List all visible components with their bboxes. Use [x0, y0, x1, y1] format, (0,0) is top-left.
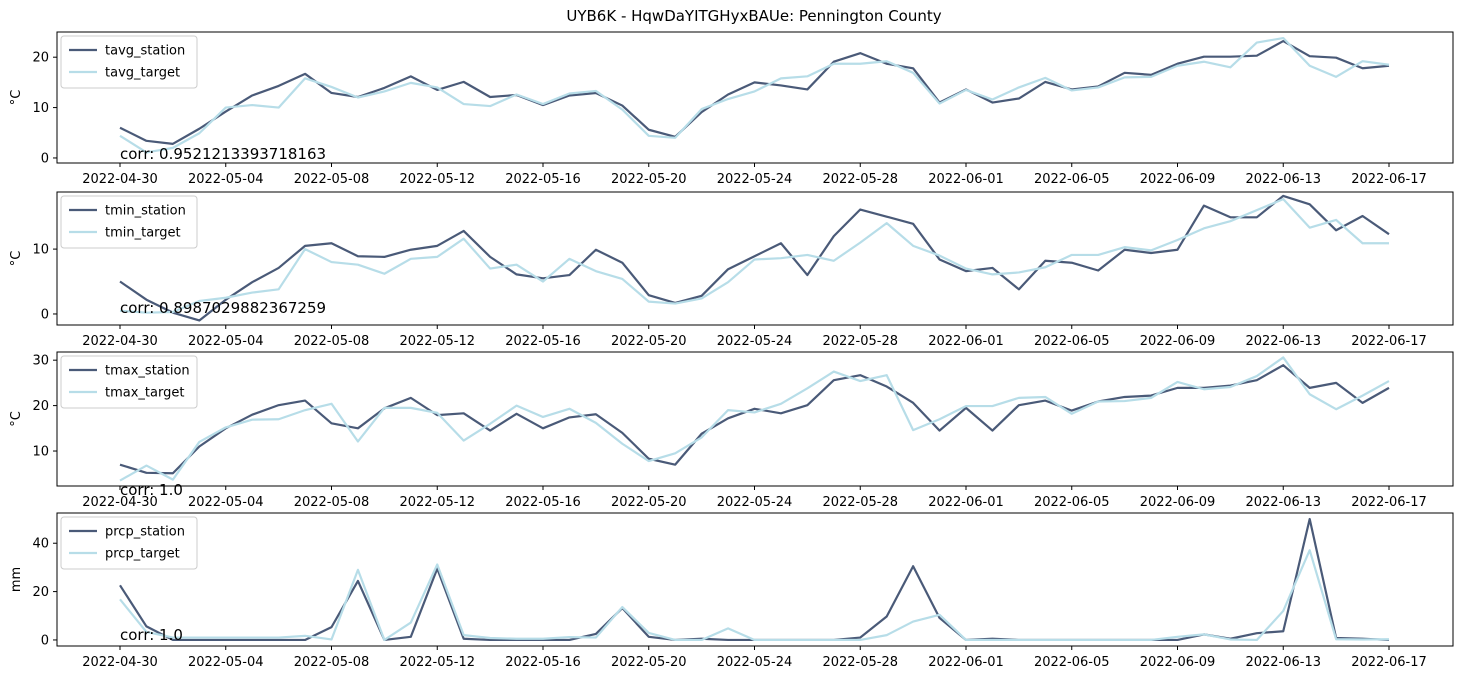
x-tick-label: 2022-05-12: [399, 172, 475, 187]
x-tick-label: 2022-05-24: [717, 172, 793, 187]
x-tick-label: 2022-05-08: [294, 334, 370, 349]
series-line-prcp_station: [119, 517, 1390, 642]
legend-label: tmin_station: [105, 204, 186, 219]
x-tick-label: 2022-05-12: [399, 334, 475, 349]
x-tick-label: 2022-06-01: [928, 334, 1004, 349]
x-tick-label: 2022-05-28: [822, 172, 898, 187]
x-tick-label: 2022-06-17: [1351, 172, 1427, 187]
x-tick-label: 2022-05-04: [188, 334, 264, 349]
corr-annotation: corr: 1.0: [120, 481, 183, 499]
x-tick-label: 2022-06-17: [1351, 495, 1427, 510]
series-line-tavg_station: [119, 39, 1390, 145]
legend-label: tmax_station: [105, 364, 190, 379]
series-line-tavg_target: [119, 36, 1390, 154]
legend-label: prcp_station: [105, 525, 185, 540]
y-tick-label: 10: [32, 101, 49, 116]
x-tick-label: 2022-05-16: [505, 655, 581, 670]
y-tick-label: 20: [32, 399, 49, 414]
series-line-tmax_target: [119, 356, 1390, 482]
y-axis-label: mm: [9, 567, 24, 592]
legend-label: tmin_target: [105, 226, 181, 241]
x-tick-label: 2022-06-09: [1140, 334, 1216, 349]
panel-2: 0 10 2022-04-30 2022-05-04 2022-05-08 2022-05…: [9, 191, 1454, 349]
y-axis-label: °C: [9, 411, 24, 427]
x-tick-label: 2022-05-24: [717, 334, 793, 349]
series-line-tmin_station: [119, 194, 1390, 322]
x-tick-label: 2022-06-05: [1034, 172, 1110, 187]
x-tick-label: 2022-05-16: [505, 334, 581, 349]
x-tick-label: 2022-05-24: [717, 495, 793, 510]
corr-annotation: corr: 0.9521213393718163: [120, 145, 326, 163]
x-tick-label: 2022-06-17: [1351, 334, 1427, 349]
x-tick-label: 2022-06-17: [1351, 655, 1427, 670]
x-tick-label: 2022-06-01: [928, 495, 1004, 510]
x-tick-label: 2022-05-08: [294, 172, 370, 187]
y-axis-label: °C: [9, 251, 24, 267]
x-tick-label: 2022-04-30: [82, 655, 158, 670]
legend-label: tavg_target: [105, 66, 180, 81]
x-tick-label: 2022-06-01: [928, 655, 1004, 670]
x-tick-label: 2022-06-13: [1245, 655, 1321, 670]
y-tick-label: 40: [32, 537, 49, 552]
x-tick-label: 2022-06-13: [1245, 334, 1321, 349]
y-tick-label: 10: [32, 243, 49, 258]
x-tick-label: 2022-05-24: [717, 655, 793, 670]
x-tick-label: 2022-06-09: [1140, 655, 1216, 670]
x-tick-label: 2022-06-09: [1140, 172, 1216, 187]
panel-3: 10 20 30 2022-04-30 2022-05-04 2022-05-08 2022…: [9, 351, 1454, 510]
series-line-tmax_station: [119, 364, 1390, 475]
corr-annotation: corr: 1.0: [120, 626, 183, 644]
x-tick-label: 2022-05-04: [188, 495, 264, 510]
x-tick-label: 2022-06-13: [1245, 172, 1321, 187]
series-line-prcp_target: [119, 549, 1390, 642]
x-tick-label: 2022-05-04: [188, 655, 264, 670]
y-tick-label: 20: [32, 585, 49, 600]
figure-title: UYB6K - HqwDaYITGHyxBAUe: Pennington Cou…: [566, 7, 941, 25]
x-tick-label: 2022-06-01: [928, 172, 1004, 187]
y-tick-label: 30: [32, 354, 49, 369]
x-tick-label: 2022-05-20: [611, 334, 687, 349]
x-tick-label: 2022-05-16: [505, 172, 581, 187]
panel-4: 0 20 40 2022-04-30 2022-05-04 2022-05-08 2022-…: [9, 512, 1454, 670]
x-tick-label: 2022-05-28: [822, 334, 898, 349]
y-tick-label: 10: [32, 445, 49, 460]
y-axis-label: °C: [9, 90, 24, 106]
x-tick-label: 2022-05-12: [399, 495, 475, 510]
legend-label: tmax_target: [105, 386, 184, 401]
x-tick-label: 2022-06-13: [1245, 495, 1321, 510]
axes-frame: [56, 512, 1454, 647]
legend-label: tavg_station: [105, 44, 185, 59]
y-tick-label: 0: [41, 633, 49, 648]
x-tick-label: 2022-06-05: [1034, 334, 1110, 349]
x-tick-label: 2022-05-04: [188, 172, 264, 187]
x-tick-label: 2022-05-08: [294, 495, 370, 510]
x-tick-label: 2022-05-20: [611, 172, 687, 187]
x-tick-label: 2022-04-30: [82, 172, 158, 187]
x-tick-label: 2022-06-05: [1034, 655, 1110, 670]
panel-1: 0 10 20 2022-04-30 2022-05-04 2022-05-08 2022-…: [9, 31, 1454, 187]
x-tick-label: 2022-06-05: [1034, 495, 1110, 510]
x-tick-label: 2022-05-20: [611, 495, 687, 510]
x-tick-label: 2022-04-30: [82, 495, 158, 510]
x-tick-label: 2022-05-16: [505, 495, 581, 510]
x-tick-label: 2022-05-08: [294, 655, 370, 670]
series-line-tmin_target: [119, 198, 1389, 314]
legend-label: prcp_target: [105, 547, 180, 562]
panels: 0 10 20 2022-04-30 2022-05-04 2022-05-08 2022-…: [9, 31, 1454, 670]
y-tick-label: 0: [41, 151, 49, 166]
x-tick-label: 2022-05-20: [611, 655, 687, 670]
x-tick-label: 2022-05-12: [399, 655, 475, 670]
x-tick-label: 2022-05-28: [822, 655, 898, 670]
x-tick-label: 2022-05-28: [822, 495, 898, 510]
x-tick-label: 2022-06-09: [1140, 495, 1216, 510]
axes-frame: [56, 31, 1454, 164]
y-tick-label: 20: [32, 51, 49, 66]
corr-annotation: corr: 0.8987029882367259: [120, 299, 326, 317]
y-tick-label: 0: [41, 307, 49, 322]
x-tick-label: 2022-04-30: [82, 334, 158, 349]
